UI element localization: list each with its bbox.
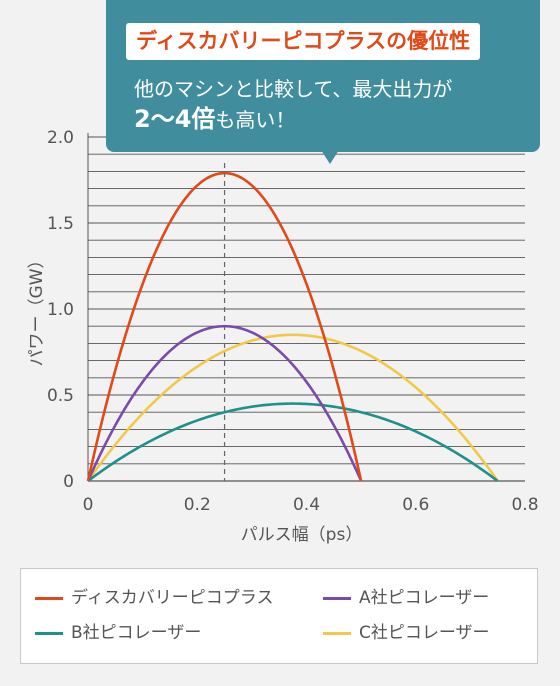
callout-title: ディスカバリーピコプラスの優位性	[126, 23, 481, 60]
callout-body: 他のマシンと比較して、最大出力が 2〜4倍も高い！	[134, 74, 452, 135]
legend-swatch	[323, 596, 351, 600]
x-axis-label: パルス幅（ps）	[241, 525, 363, 545]
legend-swatch	[323, 631, 351, 635]
callout-pointer	[321, 150, 339, 164]
callout-highlight: 2〜4倍	[134, 105, 216, 133]
legend-label: A社ピコレーザー	[359, 588, 490, 608]
series-line	[86, 171, 363, 482]
legend-item: B社ピコレーザー	[35, 621, 201, 645]
legend-label: ディスカバリーピコプラス	[71, 588, 274, 608]
y-tick-label: 0.5	[47, 386, 74, 406]
y-tick-label: 2.0	[47, 128, 74, 148]
legend-label: B社ピコレーザー	[71, 623, 202, 643]
y-tick-label: 1.0	[47, 300, 74, 320]
chart-axes: 0 0.5 1.0 1.5 2.0 0 0.2 0.4 0.6 0.8	[47, 128, 539, 515]
chart-grid	[88, 136, 525, 465]
chart-legend: ディスカバリーピコプラス A社ピコレーザー B社ピコレーザー C社ピコレーザー	[20, 568, 538, 664]
y-tick-label: 0	[63, 472, 74, 492]
legend-swatch	[35, 631, 63, 635]
legend-swatch	[35, 596, 63, 600]
legend-label: C社ピコレーザー	[359, 623, 490, 643]
series-line	[87, 402, 499, 483]
legend-item: ディスカバリーピコプラス	[35, 586, 273, 610]
x-tick-label: 0.2	[184, 495, 211, 515]
callout-line-1: 他のマシンと比較して、最大出力が	[134, 77, 453, 101]
y-axis-label: パワー（GW）	[27, 252, 47, 367]
legend-item: C社ピコレーザー	[323, 621, 490, 645]
series-line	[86, 333, 499, 482]
x-tick-label: 0	[83, 495, 94, 515]
line-chart: 0 0.5 1.0 1.5 2.0 0 0.2 0.4 0.6 0.8 パルス幅（ps） パワー（…	[27, 128, 539, 545]
chart-series	[86, 163, 499, 483]
y-tick-label: 1.5	[47, 214, 74, 234]
x-tick-label: 0.4	[293, 495, 320, 515]
series-line	[86, 324, 363, 482]
x-tick-label: 0.8	[511, 495, 538, 515]
callout-line-2-rest: も高い！	[215, 108, 296, 132]
callout-line-2: 2〜4倍も高い！	[134, 104, 452, 135]
legend-item: A社ピコレーザー	[323, 586, 489, 610]
x-tick-label: 0.6	[402, 495, 429, 515]
callout-box: ディスカバリーピコプラスの優位性 他のマシンと比較して、最大出力が 2〜4倍も高…	[106, 0, 540, 164]
